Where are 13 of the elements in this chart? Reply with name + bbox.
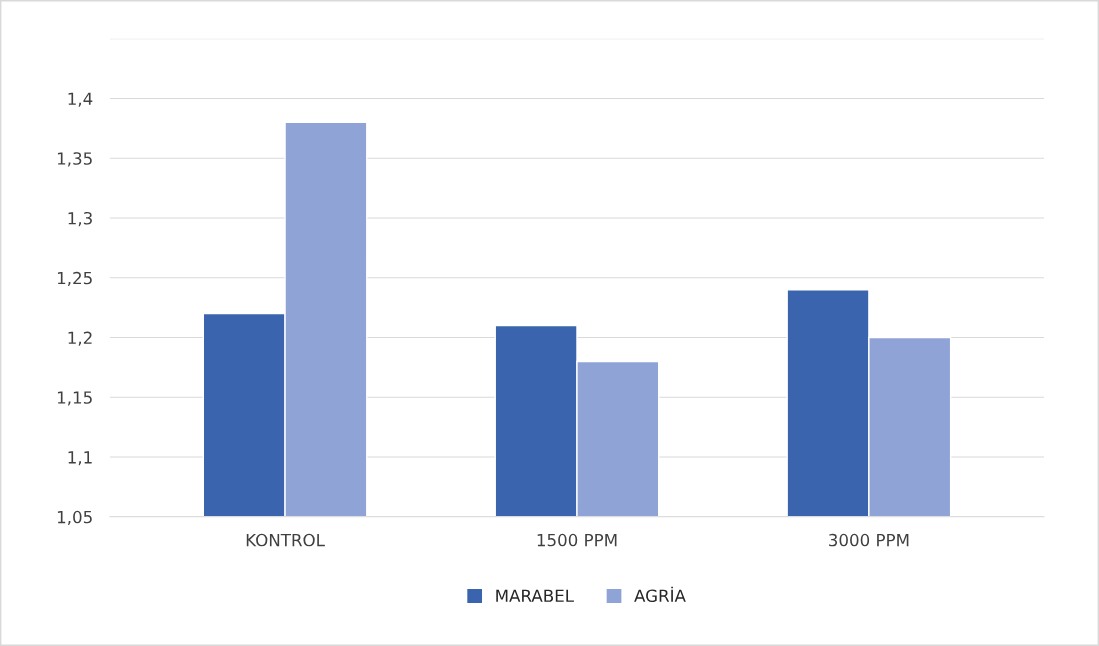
y-tick-label: 1,2 — [68, 331, 92, 346]
legend-label: MARABEL — [496, 589, 574, 602]
x-tick-label: KONTROL — [246, 533, 325, 547]
y-tick-label: 1,05 — [57, 510, 92, 526]
legend-label: AGRİA — [634, 586, 686, 603]
y-tick-label: 1,3 — [68, 211, 92, 227]
x-tick-label: 1500 PPM — [537, 533, 617, 547]
x-tick-label: 3000 PPM — [829, 533, 909, 547]
y-tick-label: 1,25 — [57, 271, 92, 287]
y-tick-label: 1,1 — [68, 451, 92, 466]
y-tick-label: 1,4 — [68, 92, 93, 107]
y-tick-label: 1,35 — [57, 152, 92, 167]
y-tick-label: 1,15 — [57, 391, 92, 406]
